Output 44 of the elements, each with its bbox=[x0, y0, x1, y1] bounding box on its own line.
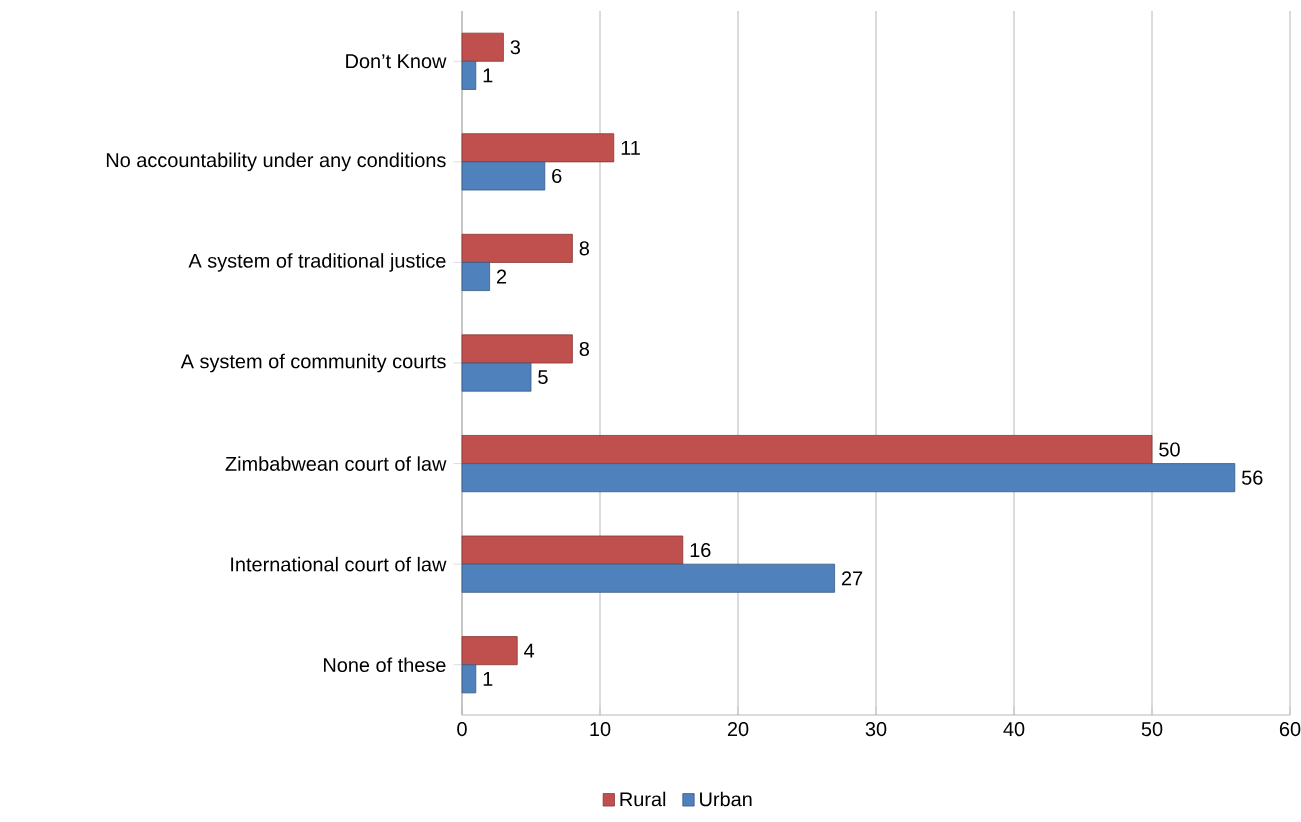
bar bbox=[461, 334, 573, 364]
data-label: 16 bbox=[690, 543, 711, 558]
data-label: 5 bbox=[538, 370, 548, 385]
bar bbox=[461, 233, 573, 263]
data-label: 8 bbox=[579, 241, 589, 256]
data-label: 3 bbox=[510, 40, 520, 55]
x-tick-label: 60 bbox=[1279, 722, 1301, 737]
data-label: 27 bbox=[841, 571, 863, 586]
x-tick-label: 40 bbox=[1003, 722, 1025, 737]
bar bbox=[461, 463, 1236, 493]
bar bbox=[461, 563, 835, 593]
bar bbox=[461, 262, 490, 291]
x-tick-label: 50 bbox=[1141, 722, 1163, 737]
data-label: 2 bbox=[496, 269, 507, 284]
data-label: 4 bbox=[524, 643, 535, 658]
bar bbox=[461, 161, 546, 191]
bar bbox=[461, 535, 684, 565]
x-tick-label: 0 bbox=[457, 722, 467, 737]
bar bbox=[461, 636, 518, 666]
y-tick-label: None of these bbox=[324, 657, 446, 673]
y-tick-label: International court of law bbox=[231, 556, 447, 572]
x-tick-label: 30 bbox=[865, 722, 887, 737]
data-label: 50 bbox=[1159, 442, 1180, 457]
y-tick-label: No accountability under any conditions bbox=[106, 152, 446, 172]
y-tick-label: A system of community courts bbox=[180, 353, 446, 373]
bar bbox=[461, 32, 504, 62]
legend-label: Rural bbox=[620, 791, 666, 807]
data-label: 1 bbox=[483, 671, 493, 686]
bar bbox=[461, 362, 532, 392]
y-tick-label: Zimbabwean court of law bbox=[225, 456, 447, 471]
data-label: 1 bbox=[483, 68, 493, 83]
bar bbox=[461, 60, 477, 90]
y-tick-label: Don’t Know bbox=[346, 54, 447, 69]
y-tick-label: A system of traditional justice bbox=[188, 253, 446, 272]
x-tick-label: 10 bbox=[590, 722, 611, 737]
bar bbox=[461, 435, 1153, 464]
legend-label: Urban bbox=[700, 791, 752, 807]
data-label: 8 bbox=[579, 341, 589, 356]
bar bbox=[461, 664, 477, 694]
data-label: 6 bbox=[552, 168, 562, 183]
data-label: 11 bbox=[621, 140, 640, 155]
data-label: 56 bbox=[1241, 470, 1263, 485]
bar bbox=[461, 133, 615, 163]
x-tick-label: 20 bbox=[727, 722, 749, 737]
